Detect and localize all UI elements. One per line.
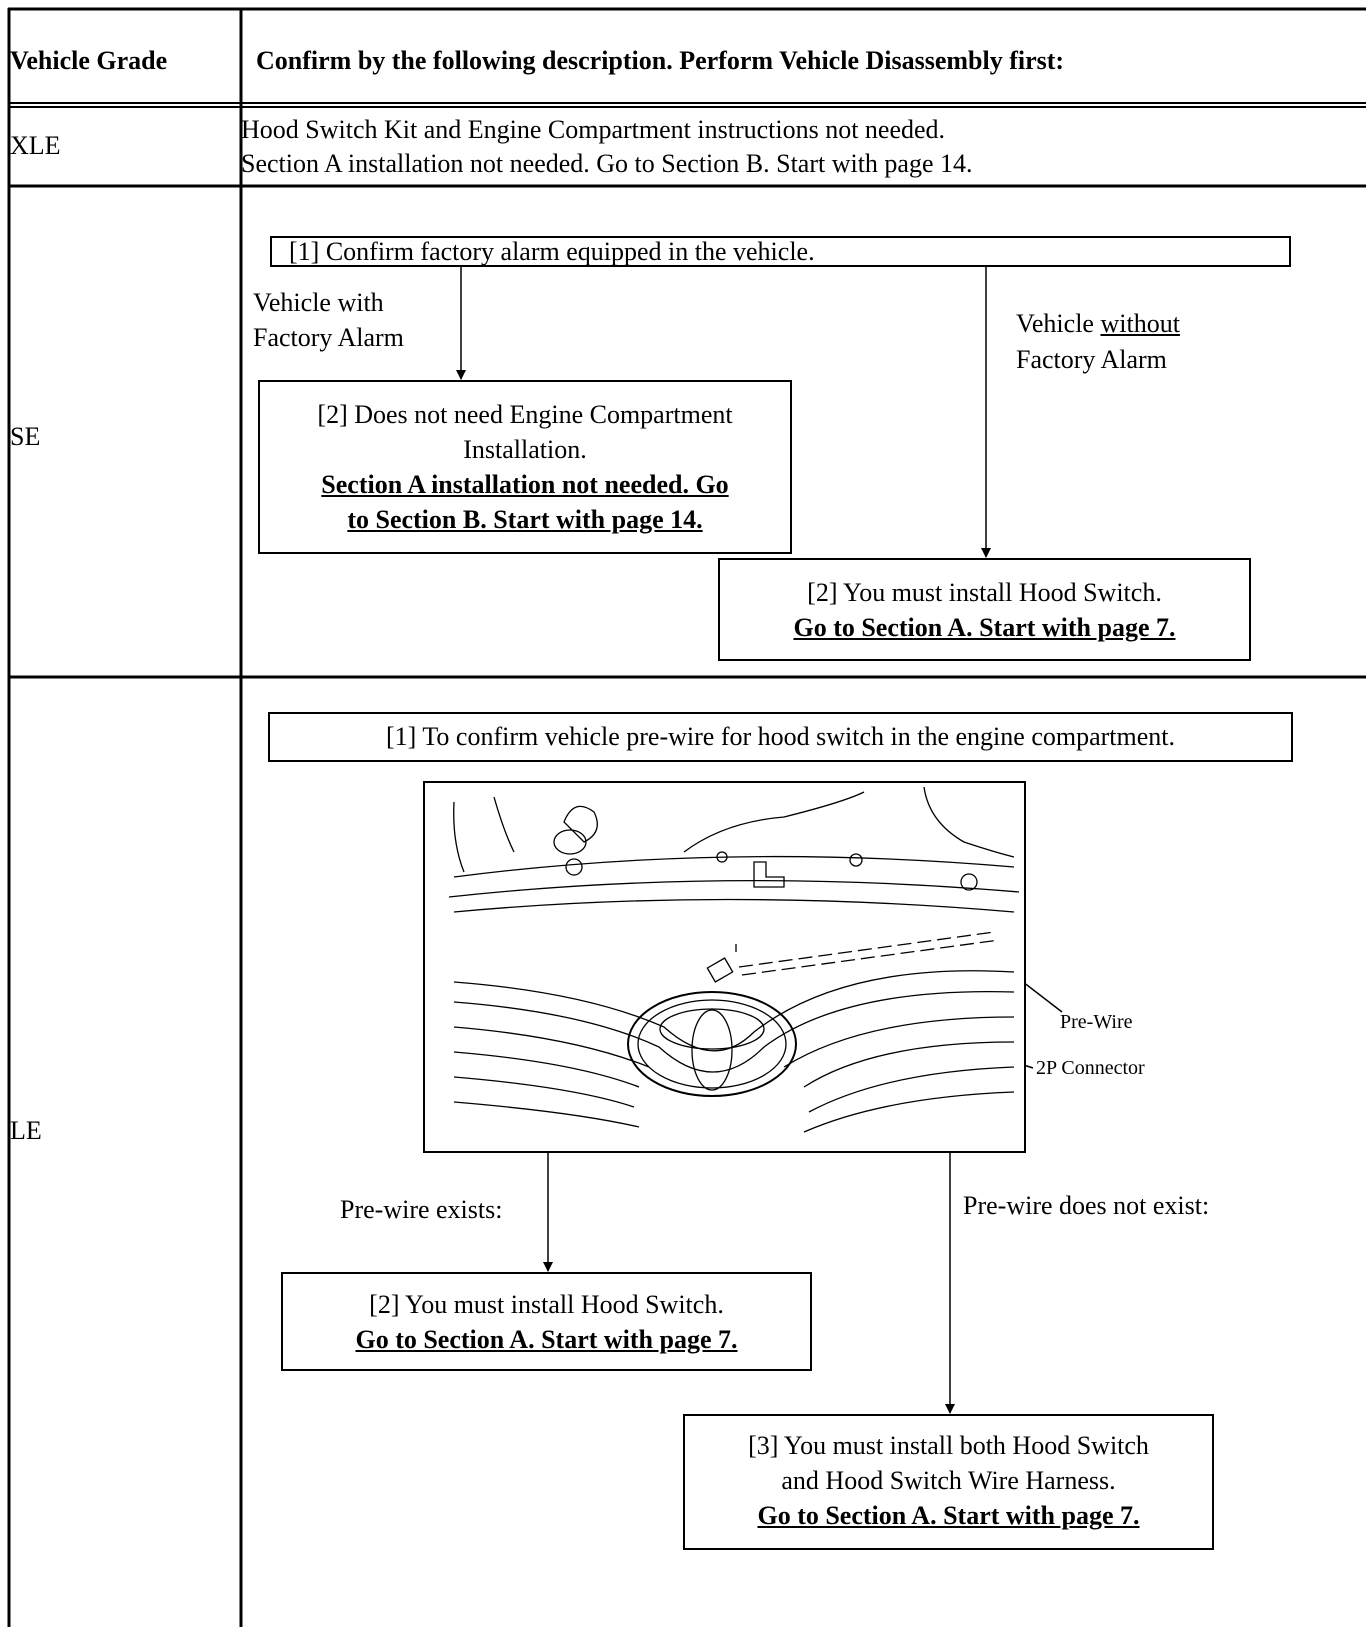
question: [1] Confirm factory alarm equipped in th… (289, 237, 815, 266)
branch-label: Pre-wire does not exist: (963, 1191, 1210, 1220)
branch-label: Factory Alarm (1016, 345, 1167, 374)
result-line: to Section B. Start with page 14. (347, 505, 703, 534)
branch-label: Vehicle without (1016, 307, 1180, 341)
branch-label-part: without (1100, 309, 1180, 338)
result-line: Installation. (463, 435, 587, 464)
result-line: and Hood Switch Wire Harness. (781, 1466, 1116, 1495)
question: [1] To confirm vehicle pre-wire for hood… (385, 722, 1175, 751)
result-line: Go to Section A. Start with page 7. (757, 1501, 1140, 1530)
question-box: [1] Confirm factory alarm equipped in th… (270, 236, 1291, 267)
result-line: Go to Section A. Start with page 7. (793, 613, 1176, 642)
header-grade: Vehicle Grade (10, 46, 168, 75)
grade: XLE (10, 131, 61, 160)
result-line: [2] You must install Hood Switch. (807, 578, 1162, 607)
question-box: [1] To confirm vehicle pre-wire for hood… (268, 712, 1293, 762)
branch-label: Vehicle with (253, 288, 384, 317)
result-line: Go to Section A. Start with page 7. (355, 1325, 738, 1354)
result-line: [2] You must install Hood Switch. (369, 1290, 724, 1319)
result-box: [2] Does not need Engine Compartment Ins… (258, 380, 792, 554)
grade: SE (10, 422, 41, 451)
result-box: [2] You must install Hood Switch. Go to … (718, 558, 1251, 661)
result-line: [2] Does not need Engine Compartment (317, 400, 733, 429)
description-line: Section A installation not needed. Go to… (241, 149, 973, 178)
branch-label: Factory Alarm (253, 323, 404, 352)
description-line: Hood Switch Kit and Engine Compartment i… (241, 115, 946, 144)
figure-label: Pre-Wire (1060, 1011, 1133, 1033)
result-line: [3] You must install both Hood Switch (748, 1431, 1149, 1460)
branch-label-part: Vehicle (1016, 309, 1094, 338)
branch-label: Pre-wire exists: (340, 1195, 503, 1224)
result-line: Section A installation not needed. Go (321, 470, 729, 499)
grade: LE (10, 1116, 42, 1145)
result-box: [3] You must install both Hood Switch an… (683, 1414, 1214, 1550)
engine-figure (423, 781, 1026, 1153)
result-box: [2] You must install Hood Switch. Go to … (281, 1272, 812, 1371)
grid (7, 7, 1366, 1627)
figure-label: 2P Connector (1036, 1057, 1145, 1079)
header-description: Confirm by the following description. Pe… (256, 46, 1065, 75)
